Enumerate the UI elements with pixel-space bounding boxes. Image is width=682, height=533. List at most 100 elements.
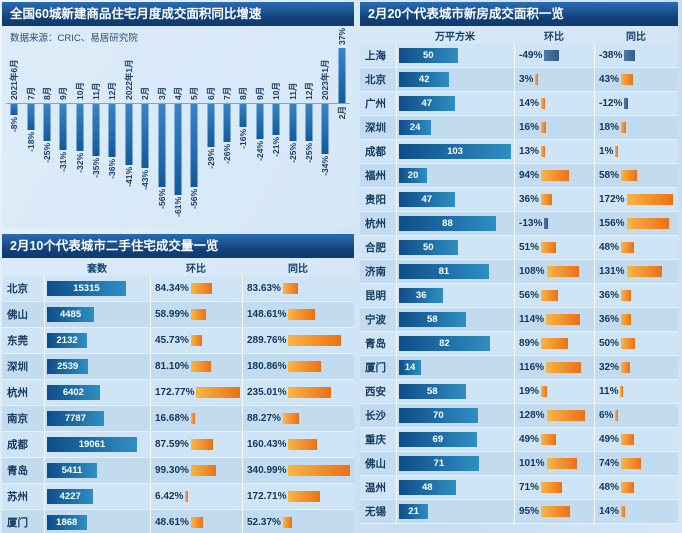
- chart-bar: [321, 103, 329, 154]
- percent-label: 11%: [599, 386, 619, 397]
- value-bar: 48: [399, 480, 456, 495]
- percent-label: 172.71%: [247, 491, 287, 502]
- chart-month-label: 2021年6月: [9, 59, 20, 100]
- percent-bar: [621, 338, 635, 349]
- chart-value-label: -8%: [9, 117, 20, 133]
- yoy-cell: 148.61%: [242, 302, 354, 327]
- city-label: 杭州: [7, 387, 28, 399]
- yoy-cell: 160.43%: [242, 432, 354, 457]
- value-bar-cell: 81: [396, 260, 514, 283]
- value-bar-cell: 4485: [44, 302, 150, 327]
- value-label: 58: [427, 386, 438, 397]
- chart-value-label: -35%: [91, 157, 102, 178]
- mom-cell: 13%: [514, 140, 594, 163]
- column-header-mom: 环比: [186, 263, 206, 275]
- right-column: 2月20个代表城市新房成交面积一览 万平方米 环比 同比 上海 50 -49% -38…: [360, 2, 678, 524]
- chart-bar: [92, 103, 100, 156]
- percent-bar: [288, 361, 322, 372]
- city-label: 贵阳: [365, 194, 386, 206]
- value-bar: 15315: [47, 281, 126, 296]
- value-label: 48: [421, 482, 433, 493]
- percent-label: 56%: [519, 290, 540, 301]
- value-bar-cell: 103: [396, 140, 514, 163]
- mom-cell: 94%: [514, 164, 594, 187]
- chart-value-label: -25%: [303, 142, 314, 163]
- chart-column: 12月 -36%: [104, 46, 120, 228]
- value-label: 103: [447, 146, 463, 157]
- chart-column: 6月 -29%: [203, 46, 219, 228]
- percent-label: 235.01%: [247, 387, 287, 398]
- percent-label: 94%: [519, 170, 540, 181]
- value-bar: 2539: [47, 359, 89, 374]
- percent-label: 13%: [519, 146, 540, 157]
- yoy-cell: 52.37%: [242, 510, 354, 533]
- percent-bar: [624, 98, 628, 109]
- table-row: 杭州 88 -13% 156%: [360, 212, 678, 236]
- table-row: 重庆 69 49% 49%: [360, 428, 678, 452]
- percent-label: 36%: [599, 314, 620, 325]
- left-column: 全国60城新建商品住宅月度成交面积同比增速 数据来源：CRIC、易居研究院 20…: [2, 2, 354, 533]
- mom-cell: 95%: [514, 500, 594, 523]
- percent-bar: [621, 242, 635, 253]
- mom-cell: 14%: [514, 92, 594, 115]
- percent-label: 83.63%: [247, 283, 281, 294]
- chart-bar: [223, 103, 231, 142]
- percent-bar: [190, 361, 212, 372]
- value-bar: 2132: [47, 333, 88, 348]
- percent-bar: [541, 386, 547, 397]
- value-label: 58: [427, 314, 438, 325]
- chart-value-label: -36%: [107, 159, 118, 179]
- value-label: 88: [442, 218, 453, 229]
- value-bar-cell: 50: [396, 44, 514, 67]
- city-label: 宁波: [365, 314, 386, 326]
- chart-column: 10月 -21%: [268, 46, 284, 228]
- city-label: 昆明: [365, 290, 386, 302]
- percent-label: 52.37%: [247, 517, 281, 528]
- chart-column: 2月 -43%: [137, 46, 153, 228]
- value-label: 15315: [73, 283, 100, 294]
- percent-bar: [288, 491, 320, 502]
- percent-bar: [621, 122, 626, 133]
- table-row: 青岛 5411 99.30% 340.99%: [2, 458, 354, 484]
- value-bar: 21: [399, 504, 429, 519]
- city-label: 东莞: [7, 335, 28, 347]
- mom-cell: 87.59%: [150, 432, 242, 457]
- value-bar: 36: [399, 288, 444, 303]
- mom-cell: 99.30%: [150, 458, 242, 483]
- value-bar-cell: 20: [396, 164, 514, 187]
- value-bar-cell: 71: [396, 452, 514, 475]
- percent-bar: [626, 218, 669, 229]
- value-bar-cell: 48: [396, 476, 514, 499]
- table-row: 贵阳 47 36% 172%: [360, 188, 678, 212]
- percent-bar: [185, 491, 189, 502]
- table-row: 温州 48 71% 48%: [360, 476, 678, 500]
- city-label: 厦门: [7, 517, 28, 529]
- value-bar: 4485: [47, 307, 95, 322]
- chart-column: 8月 -16%: [235, 46, 251, 228]
- chart-column: 5月 -56%: [186, 46, 202, 228]
- mom-cell: 56%: [514, 284, 594, 307]
- percent-bar: [288, 465, 350, 476]
- value-bar: 50: [399, 240, 458, 255]
- column-header-yoy: 同比: [288, 263, 308, 275]
- table-row: 南京 7787 16.68% 88.27%: [2, 406, 354, 432]
- percent-bar: [626, 194, 673, 205]
- percent-bar: [541, 122, 546, 133]
- mom-cell: -49%: [514, 44, 594, 67]
- percent-bar: [541, 482, 563, 493]
- chart-value-label: -56%: [156, 189, 167, 209]
- value-bar-cell: 50: [396, 236, 514, 259]
- chart-column: 2021年6月 -8%: [6, 46, 22, 228]
- chart-month-label: 8月: [41, 86, 52, 100]
- chart-bar: [10, 103, 18, 115]
- percent-label: 58.99%: [155, 309, 189, 320]
- secondhand-table-panel: 2月10个代表城市二手住宅成交量一览 套数 环比 同比 北京 15315 84.34…: [2, 234, 354, 533]
- value-bar: 20: [399, 168, 428, 183]
- yoy-cell: 14%: [594, 500, 678, 523]
- value-label: 19061: [78, 439, 106, 450]
- percent-label: 108%: [519, 266, 545, 277]
- value-label: 2539: [57, 361, 79, 372]
- percent-bar: [190, 413, 196, 424]
- percent-label: -13%: [519, 218, 543, 229]
